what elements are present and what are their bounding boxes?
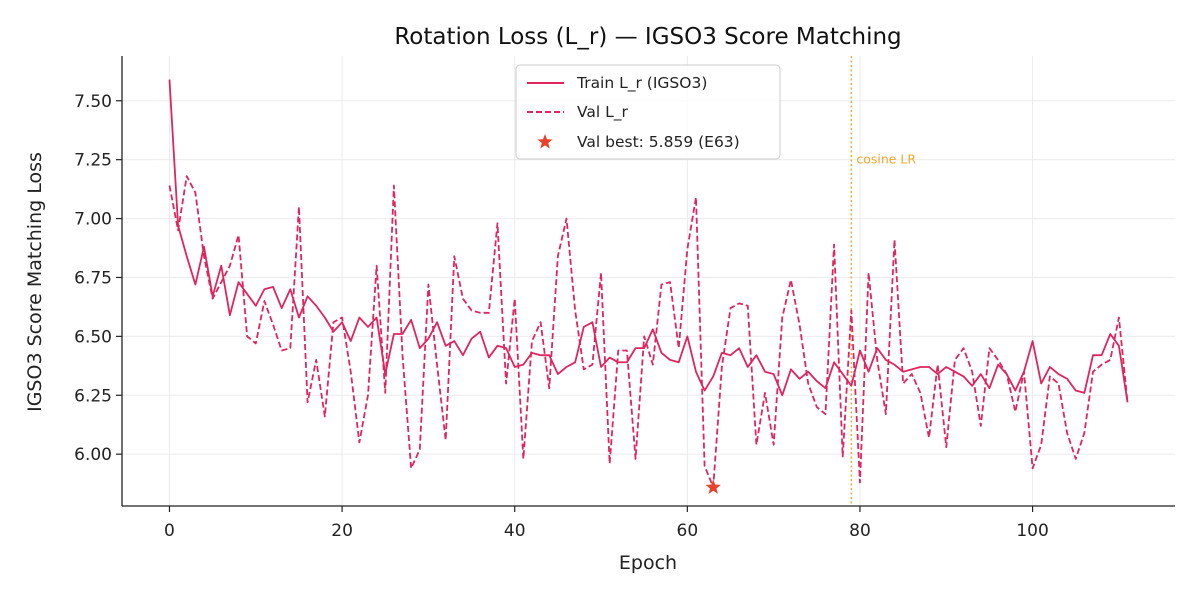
chart-title: Rotation Loss (L_r) — IGSO3 Score Matchi…: [394, 24, 901, 50]
train-loss-line: [168, 79, 1129, 403]
legend-best-star-icon: [537, 134, 553, 149]
x-tick-label: 0: [164, 521, 175, 541]
cosine-lr-label: cosine LR: [856, 152, 916, 167]
y-tick-label: 6.75: [74, 268, 112, 288]
x-tick-label: 60: [677, 521, 699, 541]
y-tick-label: 6.00: [74, 445, 112, 465]
y-axis-label: IGSO3 Score Matching Loss: [24, 152, 46, 412]
x-tick-label: 80: [849, 521, 871, 541]
val-best-star-icon: [705, 479, 721, 494]
x-tick-label: 20: [331, 521, 353, 541]
legend: Train L_r (IGSO3) Val L_r Val best: 5.85…: [515, 64, 781, 160]
val-loss-line: [168, 175, 1129, 489]
y-tick-label: 7.50: [74, 92, 112, 112]
ticks: 0 20 40 60 80 100 6.00 6.25 6.50 6.75 7.00 7.25 7.50: [74, 92, 1049, 541]
y-tick-label: 7.00: [74, 210, 112, 230]
series-group: [168, 79, 1129, 489]
axes: [121, 56, 1175, 507]
y-tick-label: 7.25: [74, 151, 112, 171]
x-tick-label: 100: [1016, 521, 1048, 541]
legend-train-label: Train L_r (IGSO3): [576, 74, 707, 93]
legend-val-label: Val L_r: [577, 103, 629, 122]
y-tick-label: 6.50: [74, 327, 112, 347]
legend-box: [515, 64, 781, 160]
legend-best-label: Val best: 5.859 (E63): [577, 133, 740, 151]
annotations: cosine LR: [850, 56, 916, 506]
y-tick-label: 6.25: [74, 386, 112, 406]
x-tick-label: 40: [504, 521, 526, 541]
x-axis-label: Epoch: [619, 552, 677, 574]
markers: [705, 479, 721, 494]
